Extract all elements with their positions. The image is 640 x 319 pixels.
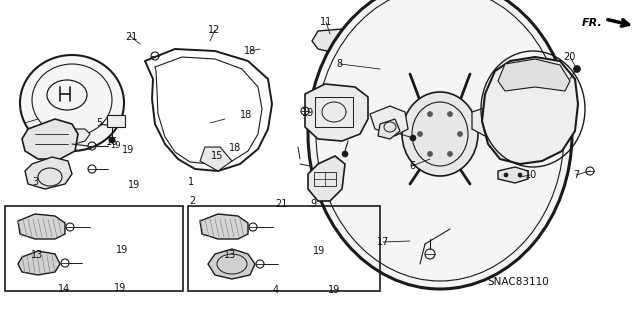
Text: 21: 21 [125, 32, 138, 42]
Ellipse shape [458, 131, 463, 137]
Ellipse shape [383, 120, 393, 128]
Polygon shape [200, 214, 248, 239]
Bar [107, 115, 125, 127]
Text: 19: 19 [115, 245, 128, 256]
Text: 20: 20 [563, 52, 576, 63]
Polygon shape [200, 147, 232, 171]
Polygon shape [482, 57, 578, 164]
Ellipse shape [109, 137, 115, 143]
Polygon shape [18, 251, 60, 275]
Ellipse shape [402, 92, 478, 176]
Text: 13: 13 [224, 250, 237, 260]
Bar [5, 206, 183, 291]
Text: 19: 19 [312, 246, 325, 256]
Text: 21: 21 [275, 199, 288, 209]
Text: 6: 6 [410, 161, 416, 171]
Text: 10: 10 [525, 170, 538, 181]
Text: 11: 11 [320, 17, 333, 27]
Polygon shape [55, 129, 90, 144]
Ellipse shape [573, 65, 580, 72]
Ellipse shape [518, 173, 522, 177]
Text: 19: 19 [114, 283, 127, 293]
Ellipse shape [342, 151, 348, 157]
Bar [314, 172, 336, 186]
Polygon shape [208, 249, 255, 279]
Text: 18: 18 [229, 143, 242, 153]
Polygon shape [370, 106, 408, 136]
Ellipse shape [417, 131, 422, 137]
Text: 19: 19 [109, 142, 120, 151]
Text: 5: 5 [96, 118, 102, 128]
Text: 19: 19 [128, 180, 141, 190]
Polygon shape [378, 119, 400, 139]
Polygon shape [25, 157, 72, 189]
Text: 14: 14 [58, 284, 70, 294]
Text: 15: 15 [211, 151, 224, 161]
Polygon shape [370, 64, 420, 104]
Polygon shape [472, 106, 508, 136]
Bar [188, 206, 380, 291]
Text: 12: 12 [208, 25, 221, 35]
Text: 17: 17 [376, 237, 389, 248]
Polygon shape [22, 119, 78, 159]
Text: FR.: FR. [582, 18, 603, 28]
Text: 18: 18 [243, 46, 256, 56]
Text: 19: 19 [122, 145, 134, 155]
Ellipse shape [504, 173, 508, 177]
Text: 1: 1 [188, 177, 194, 187]
Bar [315, 97, 353, 127]
Polygon shape [312, 29, 368, 54]
Text: 19: 19 [302, 108, 315, 118]
Polygon shape [305, 84, 368, 141]
Polygon shape [308, 156, 345, 201]
Ellipse shape [447, 152, 452, 156]
Text: 4: 4 [272, 285, 278, 295]
Text: 16: 16 [106, 137, 118, 147]
Text: SNAC83110: SNAC83110 [488, 277, 549, 287]
Polygon shape [498, 167, 528, 183]
Ellipse shape [410, 135, 416, 141]
Text: 3: 3 [32, 177, 38, 187]
Ellipse shape [308, 0, 572, 289]
Polygon shape [498, 59, 570, 91]
Text: 18: 18 [240, 110, 253, 120]
Ellipse shape [428, 152, 433, 156]
Polygon shape [18, 214, 65, 239]
Text: 7: 7 [573, 170, 579, 181]
Ellipse shape [447, 112, 452, 116]
Text: 19: 19 [328, 285, 340, 295]
Text: 2: 2 [189, 196, 195, 206]
Text: 9: 9 [310, 199, 317, 209]
Text: 13: 13 [31, 250, 44, 260]
Ellipse shape [428, 112, 433, 116]
Text: 8: 8 [336, 59, 342, 69]
Ellipse shape [20, 55, 124, 151]
